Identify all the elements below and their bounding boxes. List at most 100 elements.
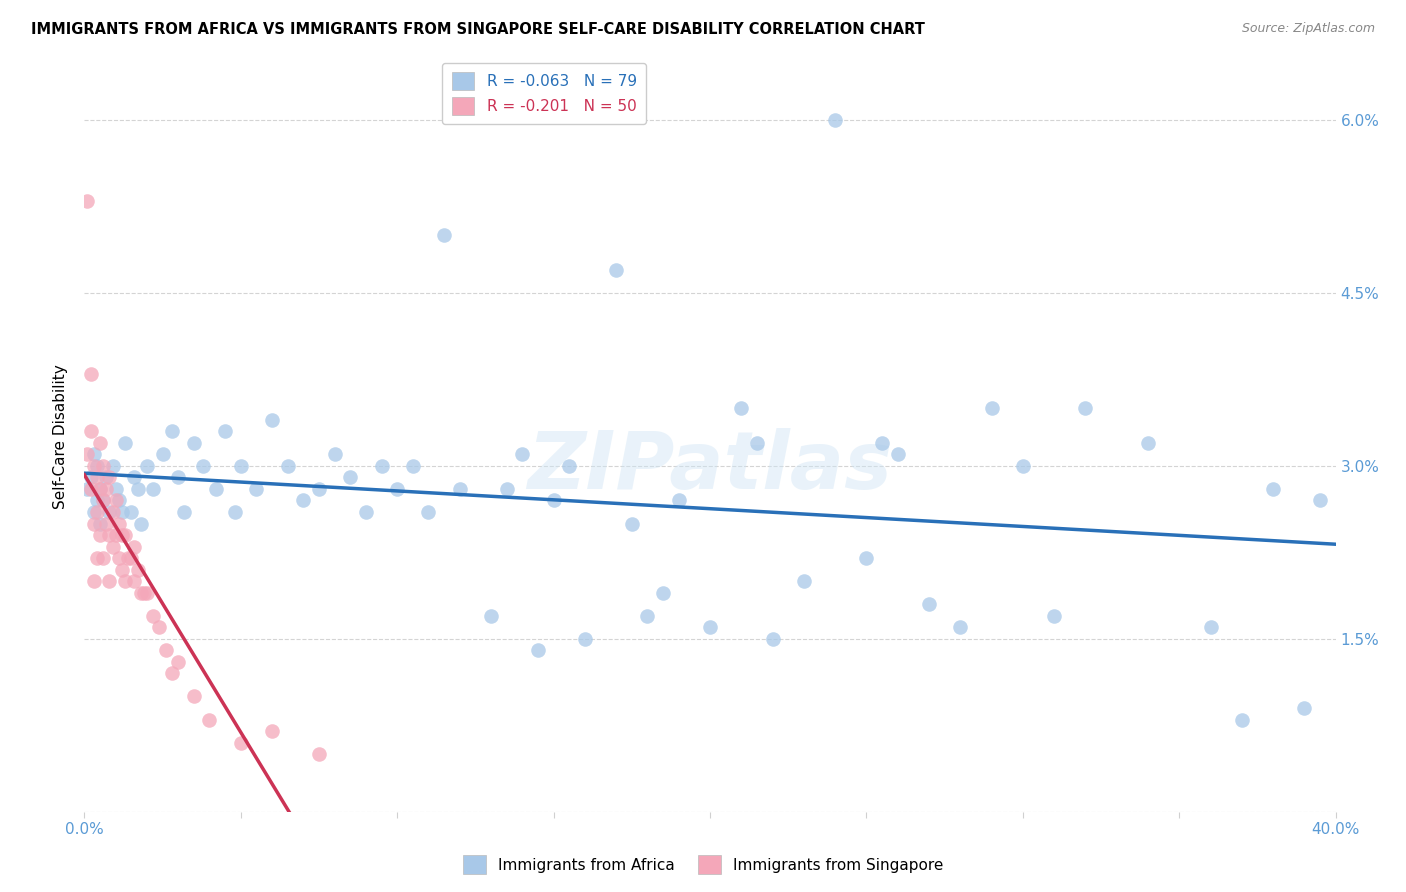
Point <box>637 608 659 623</box>
Point <box>245 482 267 496</box>
Text: IMMIGRANTS FROM AFRICA VS IMMIGRANTS FROM SINGAPORE SELF-CARE DISABILITY CORRELA: IMMIGRANTS FROM AFRICA VS IMMIGRANTS FRO… <box>31 22 925 37</box>
Point <box>76 447 98 461</box>
Point <box>1263 482 1285 496</box>
Point <box>91 551 114 566</box>
Point <box>1136 435 1159 450</box>
Point <box>142 482 165 496</box>
Legend: R = -0.063   N = 79, R = -0.201   N = 50: R = -0.063 N = 79, R = -0.201 N = 50 <box>443 62 645 124</box>
Point <box>1230 713 1253 727</box>
Point <box>652 585 675 599</box>
Point <box>86 470 108 484</box>
Point <box>101 540 124 554</box>
Point <box>107 551 129 566</box>
Point <box>262 724 284 739</box>
Point <box>308 482 330 496</box>
Legend: Immigrants from Africa, Immigrants from Singapore: Immigrants from Africa, Immigrants from … <box>457 849 949 880</box>
Point <box>111 563 134 577</box>
Point <box>98 528 121 542</box>
Point <box>86 493 108 508</box>
Point <box>620 516 643 531</box>
Point <box>887 447 910 461</box>
Text: ZIPatlas: ZIPatlas <box>527 428 893 506</box>
Point <box>855 551 877 566</box>
Point <box>91 493 114 508</box>
Point <box>354 505 377 519</box>
Point <box>198 713 221 727</box>
Point <box>136 585 159 599</box>
Point <box>543 493 565 508</box>
Point <box>132 585 155 599</box>
Point <box>1294 701 1316 715</box>
Point <box>167 655 190 669</box>
Point <box>214 425 236 439</box>
Point <box>86 458 108 473</box>
Point <box>96 470 118 484</box>
Point <box>83 505 105 519</box>
Point <box>418 505 440 519</box>
Point <box>117 551 139 566</box>
Point <box>124 574 146 589</box>
Point <box>124 540 146 554</box>
Point <box>136 458 159 473</box>
Point <box>183 690 205 704</box>
Point <box>229 735 252 749</box>
Point <box>101 505 124 519</box>
Point <box>949 620 972 634</box>
Point <box>292 493 315 508</box>
Text: Source: ZipAtlas.com: Source: ZipAtlas.com <box>1241 22 1375 36</box>
Point <box>527 643 550 657</box>
Point <box>79 482 101 496</box>
Point <box>160 425 183 439</box>
Point <box>111 505 134 519</box>
Point <box>89 516 111 531</box>
Point <box>148 620 170 634</box>
Point <box>370 458 392 473</box>
Point <box>277 458 299 473</box>
Point <box>83 458 105 473</box>
Point <box>323 447 346 461</box>
Point <box>120 505 142 519</box>
Point <box>79 425 101 439</box>
Point <box>1199 620 1222 634</box>
Point <box>98 574 121 589</box>
Point <box>479 608 502 623</box>
Point <box>793 574 815 589</box>
Point <box>699 620 721 634</box>
Point <box>870 435 893 450</box>
Point <box>104 528 127 542</box>
Point <box>558 458 581 473</box>
Point <box>89 435 111 450</box>
Point <box>918 597 941 611</box>
Point <box>104 493 127 508</box>
Point <box>120 551 142 566</box>
Point <box>449 482 471 496</box>
Point <box>91 493 114 508</box>
Point <box>574 632 596 646</box>
Point <box>98 505 121 519</box>
Point <box>229 458 252 473</box>
Point <box>193 458 215 473</box>
Point <box>385 482 409 496</box>
Point <box>89 482 111 496</box>
Point <box>83 516 105 531</box>
Point <box>730 401 752 416</box>
Point <box>129 585 152 599</box>
Point <box>224 505 246 519</box>
Point <box>114 528 136 542</box>
Point <box>76 194 98 208</box>
Point <box>668 493 690 508</box>
Point <box>86 505 108 519</box>
Point <box>152 447 174 461</box>
Point <box>101 458 124 473</box>
Point <box>605 263 627 277</box>
Point <box>308 747 330 761</box>
Point <box>1074 401 1097 416</box>
Point <box>83 574 105 589</box>
Point <box>402 458 425 473</box>
Point <box>512 447 534 461</box>
Point <box>980 401 1002 416</box>
Point <box>79 470 101 484</box>
Point <box>76 482 98 496</box>
Point <box>1309 493 1331 508</box>
Point <box>83 447 105 461</box>
